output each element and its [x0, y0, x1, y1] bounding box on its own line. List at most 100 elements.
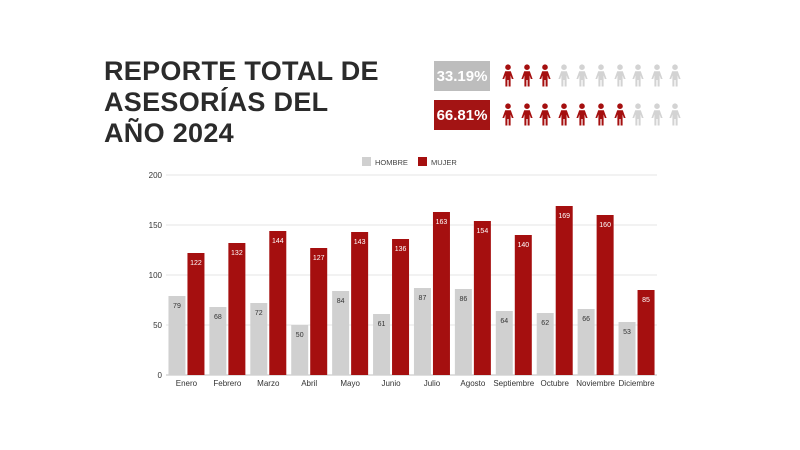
legend-label: HOMBRE [375, 158, 408, 167]
bar [250, 303, 268, 375]
female-people-icons [502, 103, 688, 127]
person-icon [595, 64, 607, 88]
data-label: 68 [214, 314, 222, 321]
bar [269, 231, 287, 375]
y-tick-label: 100 [149, 271, 163, 280]
x-tick-label: Diciembre [619, 379, 656, 388]
data-label: 85 [642, 297, 650, 304]
data-label: 86 [459, 296, 467, 303]
person-icon [502, 103, 514, 127]
person-icon [520, 64, 533, 88]
data-label: 64 [500, 318, 508, 325]
bar [596, 215, 614, 375]
male-people-icons [502, 64, 688, 88]
person-icon [539, 64, 551, 88]
bar [332, 291, 350, 375]
person-icon [558, 103, 570, 127]
male-percentage-badge: 33.19% [434, 61, 490, 91]
person-icon [595, 103, 607, 127]
data-label: 84 [337, 298, 345, 305]
page-title: REPORTE TOTAL DE ASESORÍAS DEL AÑO 2024 [104, 56, 404, 149]
bar [495, 311, 513, 375]
person-icon [632, 103, 644, 127]
title-line: ASESORÍAS DEL [104, 87, 329, 117]
person-icon [613, 64, 626, 88]
bar [577, 309, 595, 375]
data-label: 50 [296, 332, 304, 339]
male-stat-row: 33.19% [434, 61, 688, 91]
bar [392, 239, 410, 375]
person-icon [669, 64, 681, 88]
female-percentage-badge: 66.81% [434, 100, 490, 130]
y-tick-label: 50 [153, 321, 162, 330]
bar [209, 307, 227, 375]
data-label: 144 [272, 238, 284, 245]
bar [310, 248, 328, 375]
x-tick-label: Septiembre [493, 379, 534, 388]
data-label: 53 [623, 329, 631, 336]
person-icon [520, 103, 533, 127]
bar [536, 313, 554, 375]
x-tick-label: Octubre [540, 379, 569, 388]
title-line: AÑO 2024 [104, 118, 234, 148]
y-tick-label: 150 [149, 221, 163, 230]
y-tick-label: 0 [158, 371, 163, 380]
data-label: 160 [599, 222, 611, 229]
x-tick-label: Mayo [340, 379, 360, 388]
bar [187, 253, 205, 375]
person-icon [613, 103, 626, 127]
x-tick-label: Noviembre [576, 379, 615, 388]
bar [373, 314, 391, 375]
bar [618, 322, 636, 375]
x-tick-label: Enero [176, 379, 198, 388]
y-tick-label: 200 [149, 171, 163, 180]
x-tick-label: Febrero [213, 379, 242, 388]
data-label: 143 [354, 239, 366, 246]
data-label: 140 [517, 242, 529, 249]
person-icon [558, 64, 570, 88]
person-icon [651, 103, 663, 127]
data-label: 66 [582, 316, 590, 323]
title-line: REPORTE TOTAL DE [104, 56, 379, 86]
data-label: 87 [419, 295, 427, 302]
data-label: 72 [255, 310, 263, 317]
data-label: 163 [436, 219, 448, 226]
bar [454, 289, 472, 375]
person-icon [576, 103, 588, 127]
legend-swatch [418, 157, 427, 166]
person-icon [576, 64, 588, 88]
female-stat-row: 66.81% [434, 100, 688, 130]
data-label: 127 [313, 255, 325, 262]
data-label: 132 [231, 250, 243, 257]
x-tick-label: Abril [301, 379, 317, 388]
x-tick-label: Julio [424, 379, 441, 388]
data-label: 154 [477, 228, 489, 235]
person-icon [502, 64, 514, 88]
bar [351, 232, 369, 375]
data-label: 136 [395, 246, 407, 253]
data-label: 122 [190, 260, 202, 267]
bar [432, 212, 450, 375]
bar [473, 221, 491, 375]
person-icon [669, 103, 681, 127]
data-label: 62 [541, 320, 549, 327]
x-tick-label: Marzo [257, 379, 280, 388]
x-tick-label: Agosto [460, 379, 485, 388]
bar [555, 206, 573, 375]
bar [413, 288, 431, 375]
bar [168, 296, 186, 375]
bar [228, 243, 246, 375]
x-tick-label: Junio [381, 379, 401, 388]
legend-label: MUJER [431, 158, 457, 167]
legend-swatch [362, 157, 371, 166]
person-icon [539, 103, 551, 127]
bar [291, 325, 309, 375]
data-label: 169 [558, 213, 570, 220]
data-label: 79 [173, 303, 181, 310]
person-icon [632, 64, 644, 88]
person-icon [651, 64, 663, 88]
bar [514, 235, 532, 375]
data-label: 61 [378, 321, 386, 328]
bar [637, 290, 655, 375]
